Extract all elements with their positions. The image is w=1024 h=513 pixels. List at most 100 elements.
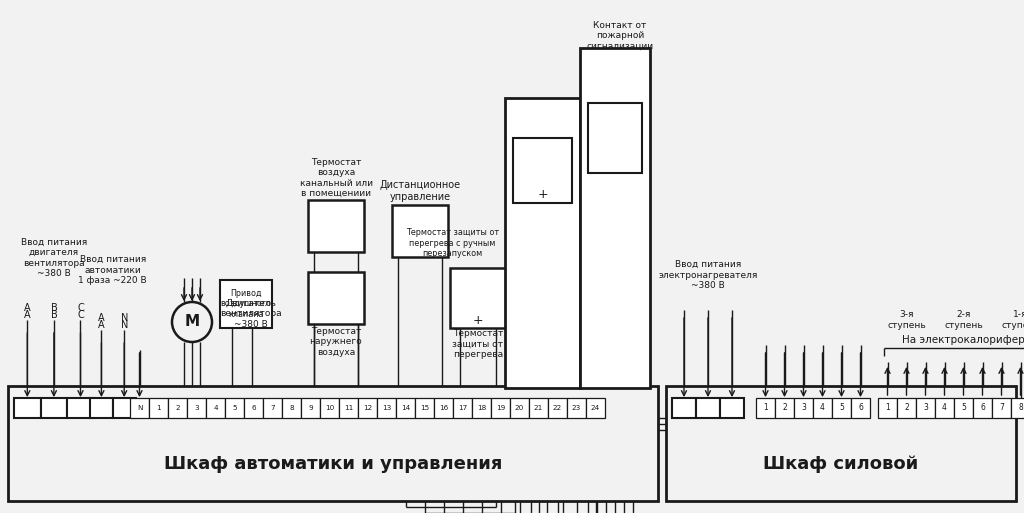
- Bar: [415, 398, 434, 418]
- Bar: [973, 398, 992, 418]
- Text: Шкаф автоматики и управления: Шкаф автоматики и управления: [164, 455, 502, 473]
- Bar: [756, 398, 775, 418]
- Text: 3: 3: [801, 404, 806, 412]
- Bar: [244, 398, 263, 418]
- Bar: [992, 398, 1011, 418]
- Text: 3-я
ступень: 3-я ступень: [887, 310, 926, 330]
- Text: 21: 21: [534, 405, 543, 411]
- Text: 12: 12: [362, 405, 372, 411]
- Bar: [68, 398, 94, 418]
- Bar: [41, 398, 68, 418]
- Bar: [794, 398, 813, 418]
- Bar: [775, 398, 794, 418]
- Text: 17: 17: [458, 405, 467, 411]
- Bar: [450, 268, 506, 328]
- Text: 20: 20: [515, 405, 524, 411]
- Text: 7: 7: [270, 405, 274, 411]
- Text: 3: 3: [195, 405, 199, 411]
- Text: 8: 8: [289, 405, 294, 411]
- Text: M: M: [184, 314, 200, 329]
- Text: 5: 5: [962, 404, 966, 412]
- Text: C: C: [77, 303, 84, 313]
- Bar: [813, 398, 831, 418]
- Bar: [168, 398, 187, 418]
- Text: На электрокалорифер: На электрокалорифер: [902, 335, 1024, 345]
- Text: 1: 1: [885, 404, 890, 412]
- Bar: [8, 386, 658, 501]
- Bar: [586, 398, 605, 418]
- Text: 2: 2: [782, 404, 786, 412]
- Bar: [548, 398, 567, 418]
- Bar: [377, 398, 396, 418]
- Bar: [282, 398, 301, 418]
- Text: Термостат
наружнего
воздуха: Термостат наружнего воздуха: [309, 327, 362, 357]
- Bar: [696, 398, 720, 418]
- Bar: [150, 398, 168, 418]
- Bar: [1011, 398, 1024, 418]
- Bar: [319, 398, 339, 418]
- Bar: [263, 398, 282, 418]
- Text: 18: 18: [477, 405, 486, 411]
- Text: 7: 7: [999, 404, 1004, 412]
- Text: 15: 15: [420, 405, 429, 411]
- Text: Контакт от
пожарной
сигнализации: Контакт от пожарной сигнализации: [587, 21, 653, 51]
- Text: 4: 4: [213, 405, 218, 411]
- Bar: [580, 48, 650, 388]
- Bar: [130, 398, 150, 418]
- Text: 10: 10: [325, 405, 334, 411]
- Bar: [897, 398, 916, 418]
- Bar: [588, 103, 642, 173]
- Text: 16: 16: [439, 405, 449, 411]
- Text: 14: 14: [400, 405, 411, 411]
- Text: B: B: [50, 303, 57, 313]
- Bar: [831, 398, 851, 418]
- Text: +: +: [538, 187, 548, 201]
- Text: C: C: [77, 310, 84, 320]
- Text: 2: 2: [175, 405, 180, 411]
- Text: Ввод питания
электронагревателя
~380 В: Ввод питания электронагревателя ~380 В: [658, 260, 758, 290]
- Bar: [358, 398, 377, 418]
- Bar: [851, 398, 870, 418]
- Text: 22: 22: [553, 405, 562, 411]
- Text: 2: 2: [904, 404, 909, 412]
- Text: Привод
воздушного
клапана: Привод воздушного клапана: [220, 289, 271, 319]
- Bar: [490, 398, 510, 418]
- Bar: [14, 398, 41, 418]
- Text: 13: 13: [382, 405, 391, 411]
- Text: 4: 4: [820, 404, 825, 412]
- Bar: [220, 280, 272, 328]
- Text: Термостат
воздуха
канальный или
в помещениии: Термостат воздуха канальный или в помеще…: [299, 158, 373, 198]
- Bar: [672, 398, 696, 418]
- Bar: [510, 398, 529, 418]
- Text: A: A: [24, 303, 31, 313]
- Text: 1: 1: [157, 405, 161, 411]
- Bar: [916, 398, 935, 418]
- Bar: [113, 398, 135, 418]
- Text: 1-я
ступень: 1-я ступень: [1001, 310, 1024, 330]
- Text: N: N: [137, 405, 142, 411]
- Bar: [529, 398, 548, 418]
- Text: +: +: [473, 313, 483, 326]
- Text: 4: 4: [942, 404, 947, 412]
- Text: Шкаф силовой: Шкаф силовой: [763, 455, 919, 473]
- Bar: [567, 398, 586, 418]
- Text: 3: 3: [923, 404, 928, 412]
- Text: N: N: [121, 313, 128, 323]
- Text: A: A: [98, 320, 104, 330]
- Bar: [308, 200, 364, 252]
- Text: 11: 11: [344, 405, 353, 411]
- Bar: [878, 398, 897, 418]
- Bar: [513, 138, 572, 203]
- Bar: [505, 98, 580, 388]
- Bar: [308, 272, 364, 324]
- Text: 1: 1: [763, 404, 768, 412]
- Bar: [225, 398, 244, 418]
- Bar: [90, 398, 113, 418]
- Text: 5: 5: [232, 405, 237, 411]
- Text: 9: 9: [308, 405, 312, 411]
- Text: A: A: [98, 313, 104, 323]
- Text: 19: 19: [496, 405, 505, 411]
- Bar: [666, 386, 1016, 501]
- Bar: [434, 398, 453, 418]
- Bar: [396, 398, 415, 418]
